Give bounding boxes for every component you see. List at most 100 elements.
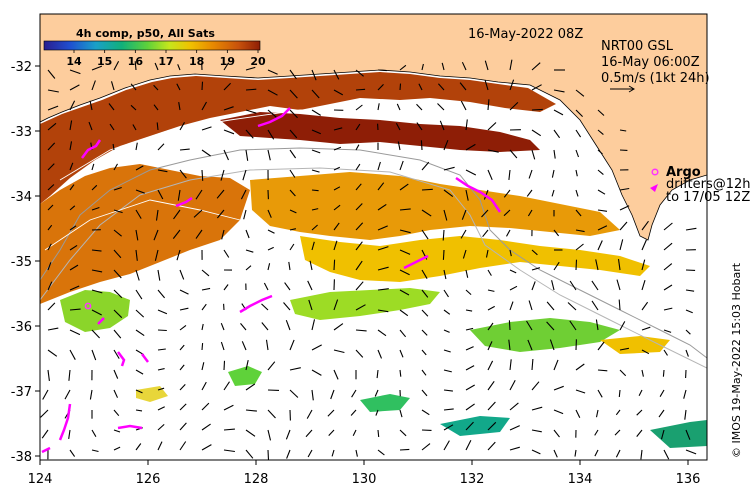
sst-hot-core bbox=[220, 112, 540, 152]
current-arrow bbox=[531, 381, 540, 391]
current-arrow bbox=[311, 89, 320, 99]
current-arrow bbox=[88, 121, 93, 131]
sst-contour bbox=[59, 109, 561, 181]
current-arrow bbox=[443, 139, 449, 151]
current-arrow bbox=[157, 329, 167, 332]
current-arrow bbox=[173, 209, 181, 220]
current-arrow bbox=[68, 369, 71, 381]
current-arrow bbox=[245, 249, 254, 253]
current-arrow bbox=[69, 308, 81, 311]
current-arrow bbox=[465, 143, 476, 151]
current-arrow bbox=[531, 449, 541, 455]
current-arrow bbox=[553, 129, 561, 139]
current-arrow bbox=[135, 209, 142, 219]
current-arrow bbox=[47, 262, 52, 271]
current-arrow bbox=[113, 309, 123, 319]
current-arrow bbox=[509, 446, 520, 451]
current-arrow bbox=[355, 123, 361, 131]
current-arrow bbox=[553, 409, 564, 415]
current-arrow bbox=[395, 122, 401, 131]
colorbar-tick-label: 17 bbox=[158, 55, 173, 68]
current-arrow bbox=[597, 109, 605, 116]
current-arrow bbox=[553, 109, 564, 116]
current-arrow bbox=[113, 329, 122, 339]
current-arrow bbox=[267, 129, 275, 140]
current-arrow bbox=[289, 109, 298, 119]
current-arrow bbox=[47, 327, 59, 331]
current-arrow bbox=[69, 244, 78, 251]
drifter-legend-marker bbox=[650, 184, 658, 192]
current-arrow bbox=[113, 389, 119, 398]
current-arrow bbox=[285, 429, 291, 440]
current-arrow bbox=[597, 369, 608, 372]
current-arrow bbox=[69, 449, 76, 457]
current-arrow bbox=[135, 289, 143, 300]
current-arrow bbox=[551, 169, 555, 178]
current-arrow bbox=[223, 62, 230, 71]
current-arrow bbox=[47, 349, 58, 357]
current-arrow bbox=[69, 84, 80, 91]
current-arrow bbox=[289, 189, 296, 197]
current-arrow bbox=[113, 349, 120, 359]
current-arrow bbox=[201, 323, 204, 331]
current-arrow bbox=[685, 309, 693, 314]
current-arrow bbox=[47, 142, 56, 151]
current-arrow bbox=[377, 203, 387, 211]
current-arrow bbox=[506, 229, 511, 237]
current-arrow bbox=[377, 182, 385, 191]
current-arrow bbox=[69, 349, 76, 360]
current-arrow bbox=[662, 369, 665, 377]
current-arrow bbox=[135, 249, 138, 261]
current-arrow bbox=[245, 409, 257, 412]
current-arrow bbox=[91, 329, 100, 339]
drifter-legend-line1: drifters@12h bbox=[666, 177, 750, 192]
sst-green-patch-1 bbox=[228, 366, 262, 386]
current-arrow bbox=[546, 301, 555, 311]
current-arrow bbox=[216, 209, 225, 219]
current-arrow bbox=[663, 349, 668, 356]
current-arrow bbox=[47, 184, 55, 191]
current-arrow bbox=[108, 103, 115, 111]
current-arrow bbox=[663, 449, 670, 460]
current-arrow bbox=[421, 161, 430, 171]
current-arrow bbox=[443, 289, 449, 298]
y-tick-label: -32 bbox=[11, 60, 32, 75]
current-arrow bbox=[245, 383, 256, 391]
current-arrow bbox=[508, 339, 511, 351]
current-arrow bbox=[289, 389, 299, 398]
current-arrow bbox=[509, 59, 513, 71]
current-arrow bbox=[134, 61, 137, 71]
current-arrow bbox=[311, 149, 321, 154]
current-arrow bbox=[201, 287, 211, 291]
current-arrow bbox=[399, 183, 409, 191]
current-arrow bbox=[311, 169, 320, 173]
isobath-line bbox=[40, 147, 707, 359]
current-arrow bbox=[223, 360, 226, 371]
current-arrow bbox=[135, 389, 143, 394]
current-arrow bbox=[437, 103, 445, 111]
current-arrow bbox=[575, 229, 585, 233]
current-arrow bbox=[242, 169, 247, 181]
current-arrow bbox=[377, 69, 387, 72]
current-arrow bbox=[597, 341, 605, 351]
current-arrow bbox=[377, 349, 383, 359]
current-arrow bbox=[355, 449, 358, 457]
current-arrow bbox=[553, 229, 560, 237]
current-arrow bbox=[157, 189, 164, 200]
current-arrow bbox=[311, 319, 316, 331]
current-arrow bbox=[399, 429, 407, 437]
current-arrow bbox=[509, 79, 515, 91]
current-arrow bbox=[531, 429, 542, 433]
current-arrow bbox=[172, 229, 181, 239]
current-arrow bbox=[636, 429, 643, 437]
current-arrow bbox=[355, 203, 363, 211]
current-arrow bbox=[179, 364, 185, 371]
current-arrow bbox=[614, 429, 621, 436]
current-arrow bbox=[350, 409, 357, 416]
current-arrow bbox=[597, 169, 604, 176]
drifter-legend-line2: to 17/05 12Z bbox=[666, 190, 750, 205]
current-arrow bbox=[615, 409, 621, 416]
current-arrow bbox=[267, 209, 272, 218]
current-arrow bbox=[355, 241, 363, 251]
current-arrow bbox=[289, 209, 297, 214]
